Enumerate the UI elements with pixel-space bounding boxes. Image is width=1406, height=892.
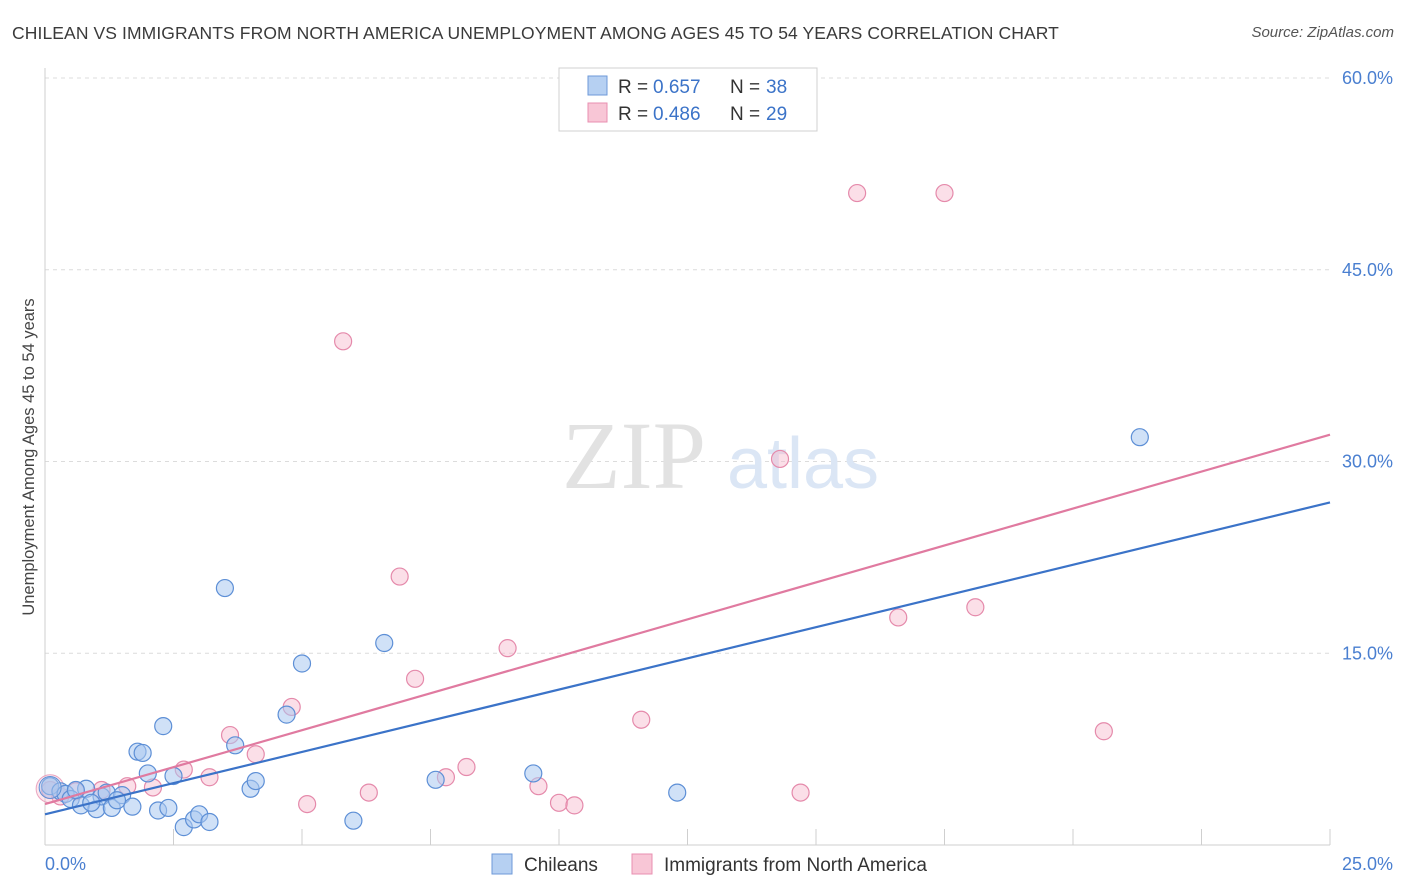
point-chileans-23: [215, 578, 234, 598]
point-immigrants-14: [390, 567, 409, 586]
y-tick-label-1: 30.0%: [1342, 452, 1393, 472]
point-immigrants-24: [791, 783, 810, 802]
legend-swatch-immigrants: [587, 102, 608, 123]
point-chileans-cluster: [38, 775, 62, 799]
bottom-legend-swatch-chileans: [491, 853, 513, 875]
legend-r-label-2: R =: [618, 104, 648, 125]
legend-n-label-2: N =: [730, 104, 760, 125]
point-chileans-28: [292, 654, 312, 673]
point-immigrants-9: [246, 745, 265, 764]
point-immigrants-26: [889, 608, 908, 627]
bottom-legend-label-chileans: Chileans: [524, 855, 598, 876]
trend-lines: [44, 433, 1331, 816]
axes: [44, 68, 1331, 846]
watermark-atlas: atlas: [727, 424, 879, 504]
point-immigrants-27: [935, 183, 954, 203]
point-immigrants-7: [200, 768, 219, 787]
point-chileans-27: [277, 705, 296, 724]
bottom-legend-swatch-immigrants: [631, 853, 653, 875]
point-chileans-33: [668, 783, 687, 802]
y-axis-label: Unemployment Among Ages 45 to 54 years: [20, 298, 38, 615]
point-immigrants-15: [405, 669, 425, 688]
legend-swatch-chileans: [587, 75, 608, 96]
point-immigrants-11: [298, 794, 317, 814]
point-chileans-11: [123, 797, 142, 816]
point-chileans-29: [344, 811, 363, 830]
point-immigrants-20: [549, 793, 569, 812]
point-immigrants-29: [1094, 722, 1113, 741]
point-immigrants-13: [359, 783, 378, 802]
point-chileans-16: [159, 798, 178, 818]
point-immigrants-22: [632, 710, 651, 729]
x-tick-label-0: 0.0%: [45, 854, 86, 874]
grid-lines: [45, 77, 1330, 654]
x-tick-label-1: 25.0%: [1342, 854, 1393, 874]
point-chileans-26: [246, 771, 265, 791]
point-immigrants-25: [848, 183, 867, 203]
point-immigrants-18: [498, 639, 517, 658]
legend-r-label-1: R =: [618, 77, 648, 98]
legend-r-value-1: 0.657: [653, 77, 701, 98]
point-immigrants-28: [966, 598, 985, 617]
legend-n-value-2: 29: [766, 104, 787, 125]
point-immigrants-12: [334, 332, 353, 351]
legend-n-value-1: 38: [766, 77, 787, 98]
point-chileans-13: [133, 743, 152, 763]
legend: R = 0.657 N = 38 R = 0.486 N = 29: [558, 67, 818, 132]
trend-line-immigrants: [44, 433, 1331, 806]
point-chileans-34: [1130, 428, 1149, 447]
bottom-legend: Chileans Immigrants from North America: [491, 853, 927, 876]
y-tick-label-3: 60.0%: [1342, 68, 1393, 88]
point-chileans-30: [375, 633, 394, 653]
trend-line-chileans: [44, 501, 1331, 816]
legend-n-label-1: N =: [730, 77, 760, 98]
point-immigrants-21: [565, 796, 584, 815]
y-tick-label-0: 15.0%: [1342, 643, 1393, 663]
legend-r-value-2: 0.486: [653, 104, 701, 125]
y-tick-label-2: 45.0%: [1342, 260, 1393, 280]
source-label: Source: ZipAtlas.com: [1251, 24, 1394, 41]
chart-title: CHILEAN VS IMMIGRANTS FROM NORTH AMERICA…: [12, 23, 1059, 43]
point-immigrants-17: [457, 757, 476, 777]
watermark-zip: ZIP: [562, 402, 706, 509]
point-chileans-18: [154, 717, 173, 736]
point-chileans-22: [200, 812, 219, 832]
tick-labels: 15.0% 30.0% 45.0% 60.0% 0.0% 25.0%: [45, 68, 1393, 874]
bottom-legend-label-immigrants: Immigrants from North America: [664, 855, 927, 876]
point-chileans-32: [524, 764, 543, 783]
point-immigrants-23: [770, 449, 790, 469]
watermark: ZIP atlas: [562, 402, 879, 509]
point-chileans-31: [426, 770, 445, 789]
